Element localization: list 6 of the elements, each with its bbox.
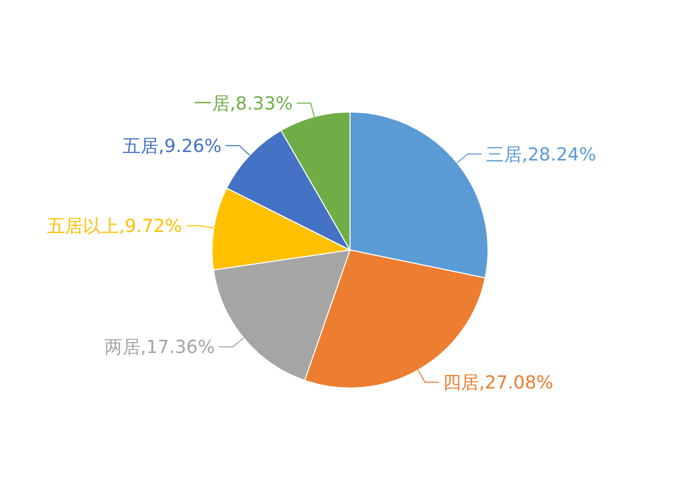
slice-label: 四居,27.08% <box>443 372 554 394</box>
slice-label: 三居,28.24% <box>486 144 596 166</box>
slice-label: 一居,8.33% <box>194 93 293 114</box>
slice-label: 五居以上,9.72% <box>47 216 182 238</box>
slice-label: 两居,17.36% <box>104 337 215 358</box>
slice-label: 五居,9.26% <box>122 136 222 157</box>
